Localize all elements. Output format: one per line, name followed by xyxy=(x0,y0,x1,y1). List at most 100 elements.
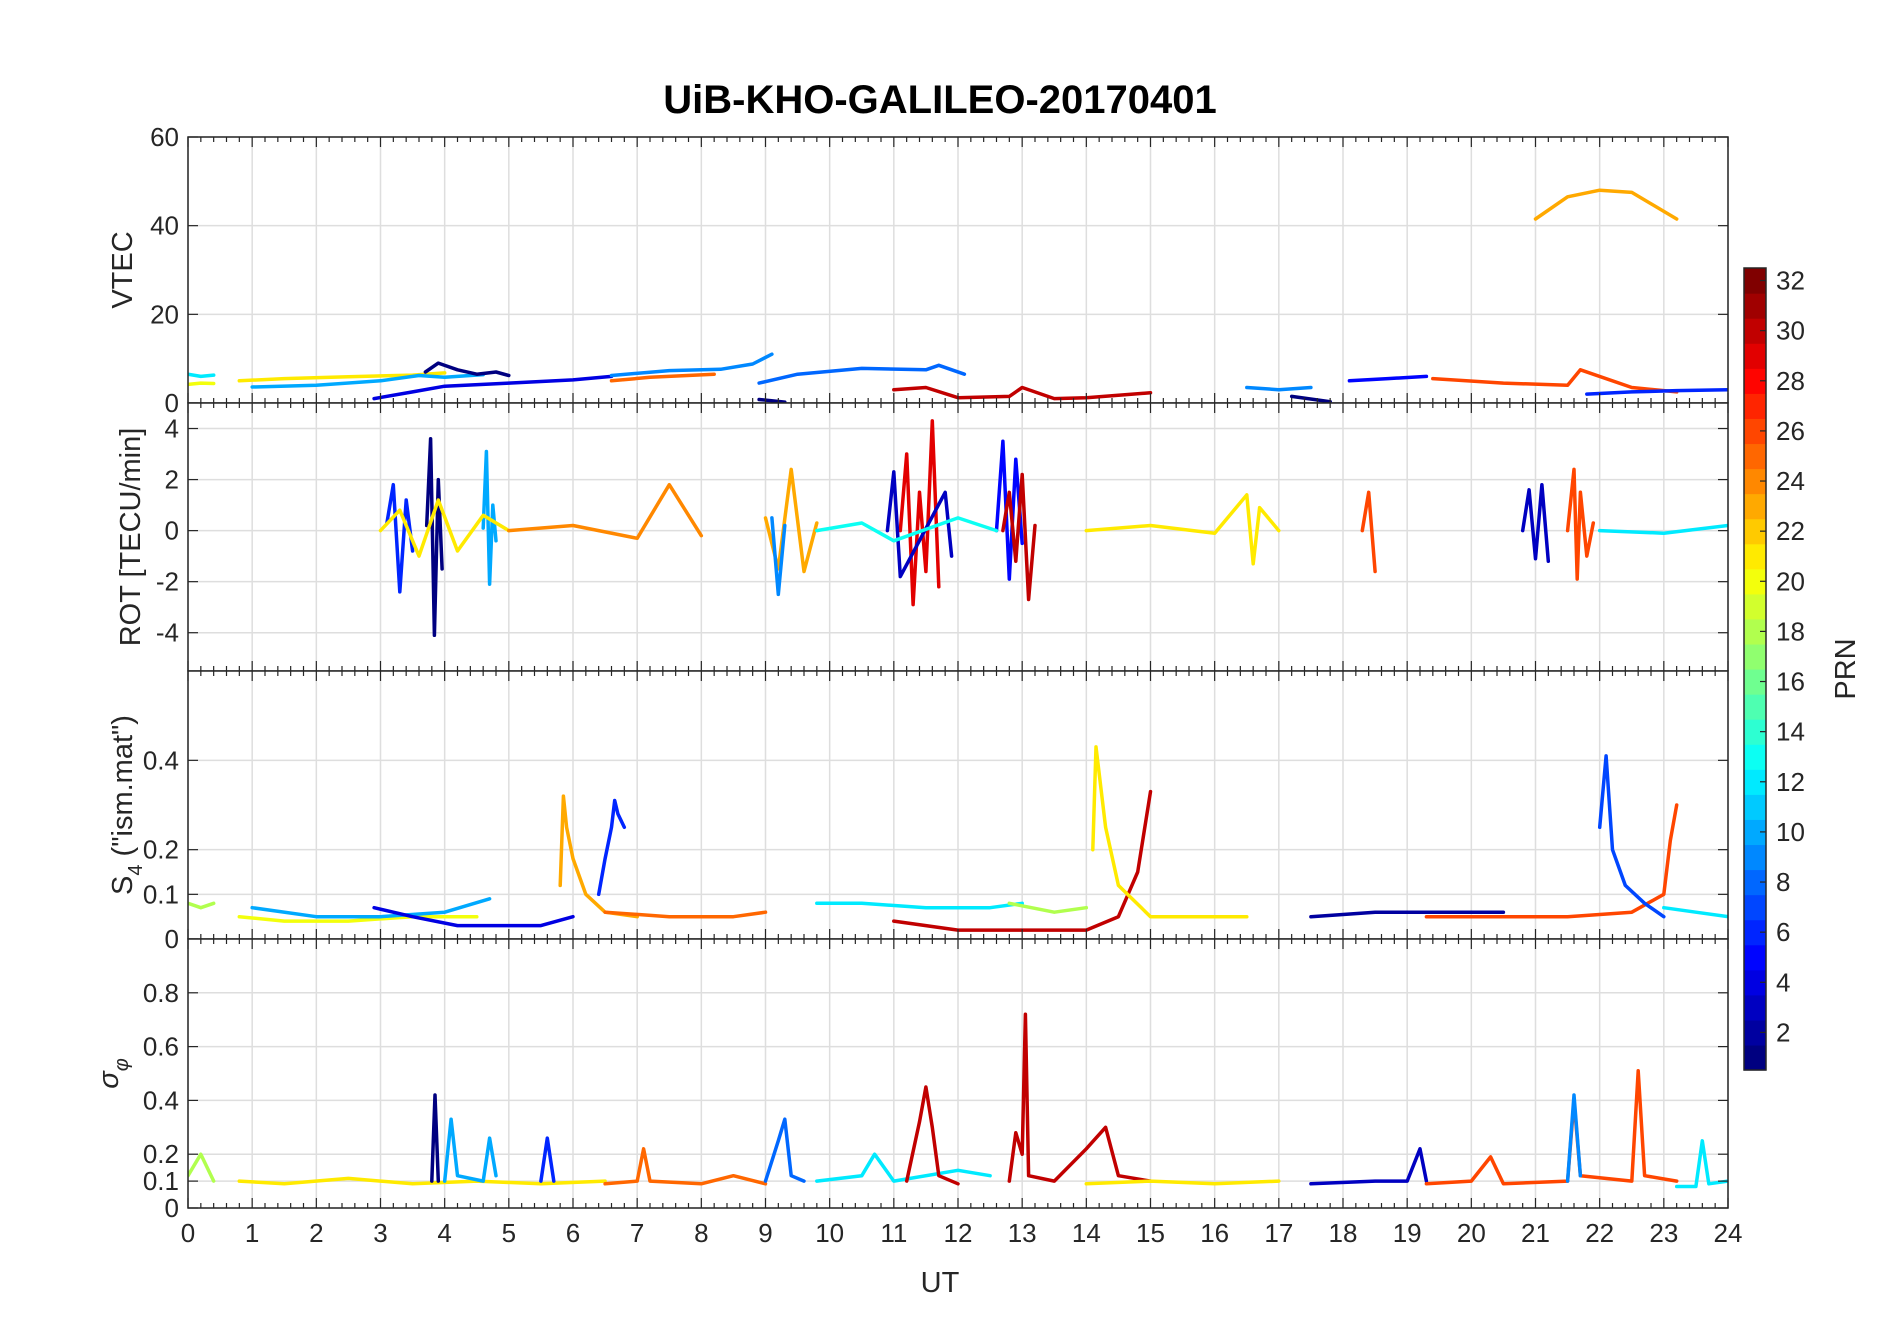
y-tick-label: -4 xyxy=(156,618,179,648)
series-line-prn-12 xyxy=(815,1152,992,1183)
series-group-vtec xyxy=(188,188,1728,403)
x-axis-label: UT xyxy=(921,1267,960,1299)
panel-vtec: 0 20 40 60 VTEC xyxy=(107,122,1729,418)
x-ticks-rot xyxy=(187,403,1729,671)
colorbar-tick-label: 6 xyxy=(1776,917,1790,947)
y-label-main: S xyxy=(107,876,139,895)
y-label-main: σ xyxy=(93,1070,125,1089)
series-line-prn-30 xyxy=(1007,1012,1153,1183)
series-line-prn-3 xyxy=(1309,1147,1429,1186)
colorbar-swatch xyxy=(1744,869,1766,896)
series-line-prn-25 xyxy=(603,910,768,919)
colorbar-swatch xyxy=(1744,643,1766,670)
colorbar-tick-label: 24 xyxy=(1776,466,1805,496)
colorbar-swatch xyxy=(1744,894,1766,921)
colorbar-swatch xyxy=(1744,268,1766,294)
colorbar-swatch xyxy=(1744,318,1766,344)
colorbar-tick-label: 12 xyxy=(1776,767,1805,797)
panel-rot: -4 -2 0 2 4 ROT [TECU/min] xyxy=(115,402,1729,672)
y-tick-label: 40 xyxy=(150,211,179,241)
series-line-prn-9 xyxy=(1565,1093,1583,1183)
x-tick-label: 3 xyxy=(373,1218,387,1248)
x-tick-label: 1 xyxy=(245,1218,259,1248)
series-line-prn-26 xyxy=(1360,490,1377,574)
series-group-s4 xyxy=(188,745,1728,932)
x-tick-label: 15 xyxy=(1136,1218,1165,1248)
series-line-prn-1 xyxy=(757,397,787,403)
x-tick-label: 0 xyxy=(181,1218,195,1248)
colorbar-swatch xyxy=(1744,293,1766,319)
y-tick-label: 0 xyxy=(165,516,179,546)
series-line-prn-21 xyxy=(237,1176,607,1186)
x-tick-label: 12 xyxy=(944,1218,973,1248)
colorbar-swatch xyxy=(1744,994,1766,1021)
series-line-prn-6 xyxy=(596,798,627,897)
colorbar-swatch xyxy=(1744,1019,1766,1046)
x-tick-label: 6 xyxy=(566,1218,580,1248)
x-tick-label: 14 xyxy=(1072,1218,1101,1248)
x-tick-label: 16 xyxy=(1200,1218,1229,1248)
x-tick-label: 17 xyxy=(1264,1218,1293,1248)
x-tick-label: 24 xyxy=(1714,1218,1743,1248)
colorbar-swatch xyxy=(1744,518,1766,545)
series-line-prn-20 xyxy=(237,914,479,923)
series-line-prn-6 xyxy=(539,1136,556,1183)
series-line-prn-2 xyxy=(1309,910,1506,919)
series-group-rot xyxy=(378,419,1728,638)
series-line-prn-24 xyxy=(507,482,704,541)
y-tick-label: 0 xyxy=(165,924,179,954)
series-line-prn-25 xyxy=(609,372,716,383)
y-label-sub: 4 xyxy=(125,865,147,876)
y-label-rest: ("ism.mat") xyxy=(107,715,139,864)
colorbar-tick-label: 30 xyxy=(1776,316,1805,346)
y-axis-label-sigma_phi: σφ xyxy=(93,1058,133,1089)
series-line-prn-12 xyxy=(1597,523,1728,535)
series-line-prn-30 xyxy=(892,385,1153,401)
colorbar-swatch xyxy=(1744,694,1766,720)
x-tick-label: 19 xyxy=(1393,1218,1422,1248)
series-line-prn-26 xyxy=(1431,368,1679,394)
colorbar-swatch xyxy=(1744,493,1766,520)
colorbar-swatch xyxy=(1744,418,1766,445)
series-line-prn-12 xyxy=(1674,1139,1728,1189)
series-line-prn-26 xyxy=(1565,467,1596,581)
series-line-prn-8 xyxy=(763,1117,806,1183)
colorbar-tick-label: 32 xyxy=(1776,266,1805,296)
series-line-prn-7 xyxy=(1597,754,1666,919)
y-tick-label: 60 xyxy=(150,122,179,152)
colorbar-swatch xyxy=(1744,969,1766,996)
colorbar-tick-label: 20 xyxy=(1776,566,1805,596)
y-axis-label-rot: ROT [TECU/min] xyxy=(115,428,147,647)
colorbar-swatch xyxy=(1744,593,1766,620)
series-line-prn-18 xyxy=(188,901,216,910)
x-tick-label: 7 xyxy=(630,1218,644,1248)
colorbar-swatch xyxy=(1744,794,1766,820)
colorbar-tick-label: 26 xyxy=(1776,416,1805,446)
colorbar-tick-label: 18 xyxy=(1776,616,1805,646)
series-line-prn-5 xyxy=(994,439,1024,581)
series-line-prn-29 xyxy=(898,419,941,607)
series-line-prn-30 xyxy=(1001,472,1037,602)
series-line-prn-9 xyxy=(609,352,774,378)
colorbar-tick-label: 2 xyxy=(1776,1017,1790,1047)
series-line-prn-21 xyxy=(1091,745,1249,919)
series-line-prn-18 xyxy=(188,1152,216,1183)
colorbar-swatch xyxy=(1744,443,1766,470)
colorbar-tick-label: 4 xyxy=(1776,967,1790,997)
colorbar-tick-label: 22 xyxy=(1776,516,1805,546)
series-line-prn-26 xyxy=(1424,803,1679,919)
series-line-prn-10 xyxy=(481,449,498,586)
series-line-prn-12 xyxy=(1662,905,1728,919)
colorbar-swatch xyxy=(1744,944,1766,971)
x-tick-label: 2 xyxy=(309,1218,323,1248)
panel-s4: 00.10.20.4S4 ("ism.mat") xyxy=(107,670,1729,954)
x-tick-label: 21 xyxy=(1521,1218,1550,1248)
grid-rot xyxy=(187,403,1729,671)
colorbar-swatch xyxy=(1744,844,1766,871)
x-tick-label: 5 xyxy=(502,1218,516,1248)
x-tick-label: 23 xyxy=(1649,1218,1678,1248)
x-ticks-vtec xyxy=(187,137,1729,403)
colorbar-swatch xyxy=(1744,368,1766,394)
x-tick-label: 13 xyxy=(1008,1218,1037,1248)
